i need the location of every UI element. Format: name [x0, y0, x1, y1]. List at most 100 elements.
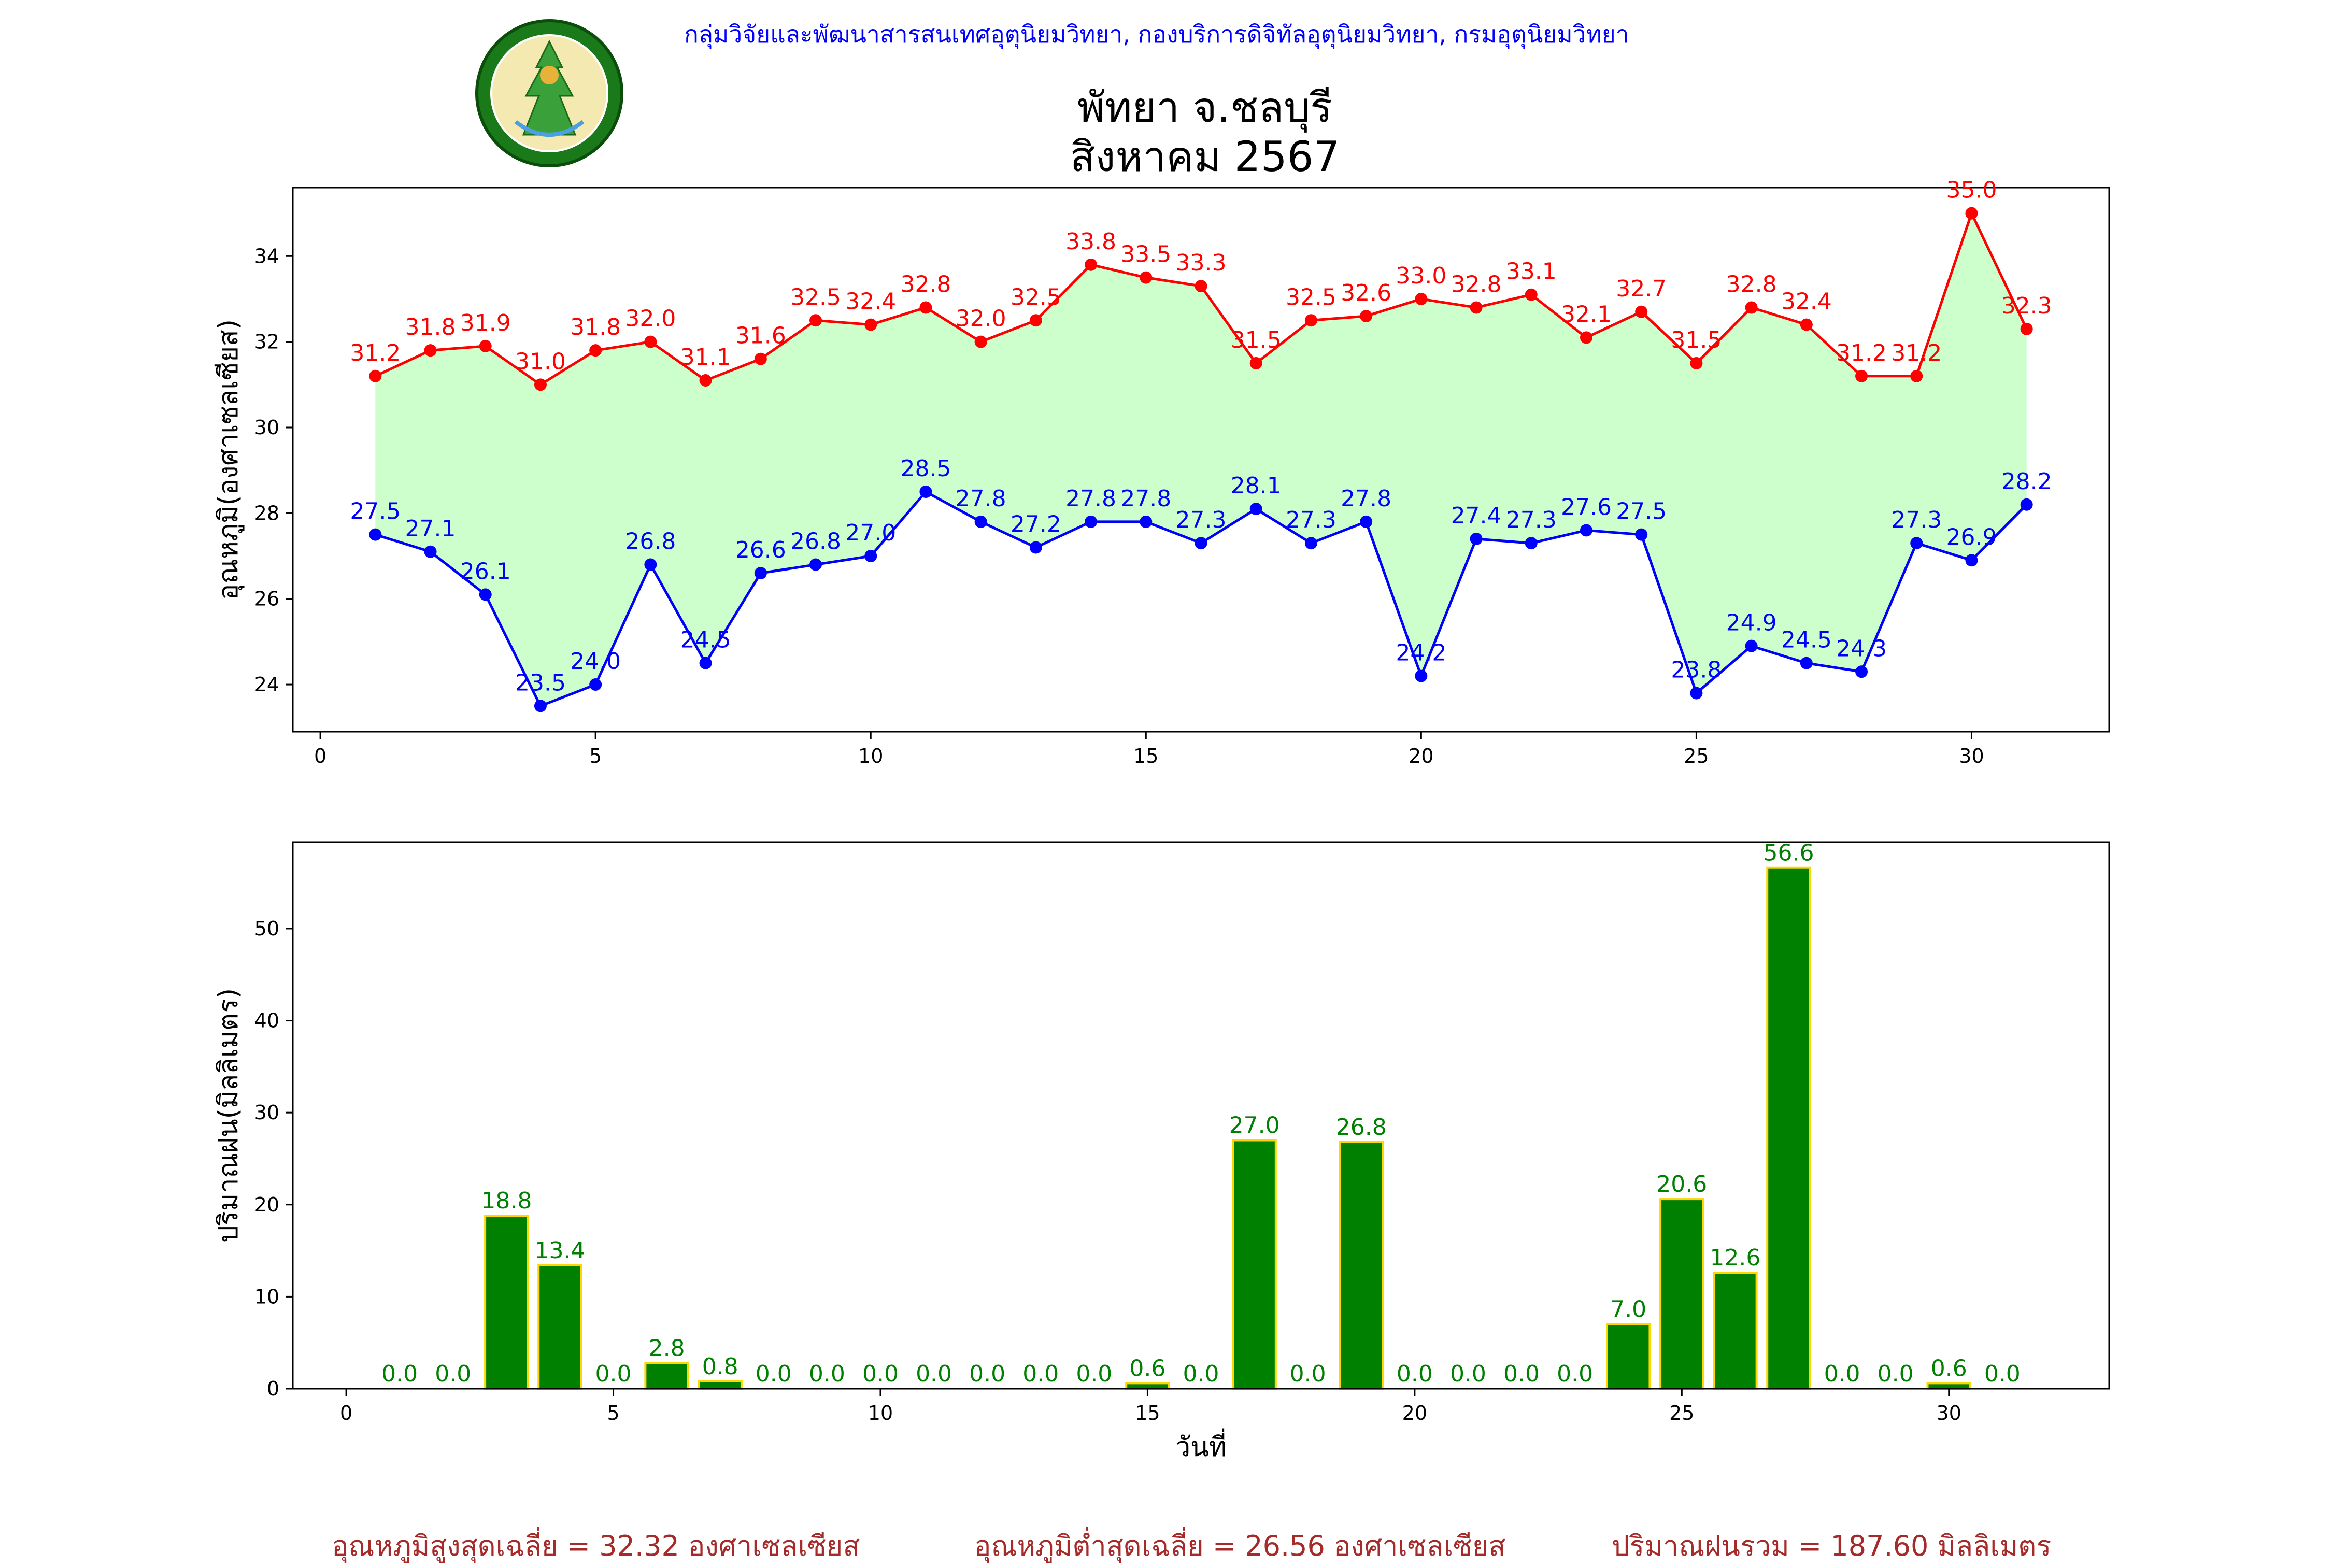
- min-temperature-label: 24.9: [1726, 610, 1777, 636]
- rainfall-bar: [644, 1362, 689, 1390]
- meteorological-department-seal-icon: [472, 18, 627, 168]
- min-temperature-point: [1304, 537, 1317, 550]
- max-temperature-label: 32.4: [845, 289, 896, 315]
- max-temperature-label: 32.8: [1726, 271, 1777, 297]
- rainfall-bar: [484, 1215, 529, 1390]
- rainfall-value-label: 0.0: [1503, 1361, 1540, 1387]
- max-temperature-point: [1690, 357, 1703, 369]
- min-temperature-point: [974, 515, 987, 528]
- y-tick-label: 30: [254, 416, 279, 439]
- rainfall-value-label: 0.0: [862, 1361, 899, 1387]
- max-temperature-label: 31.2: [350, 340, 401, 366]
- x-tick-label: 5: [607, 1402, 619, 1424]
- max-temperature-label: 33.1: [1506, 259, 1557, 285]
- max-temperature-point: [1580, 331, 1592, 344]
- min-temperature-label: 27.1: [405, 516, 456, 542]
- max-temperature-point: [1745, 301, 1758, 314]
- min-temperature-point: [1525, 537, 1538, 550]
- x-tick-label: 5: [589, 745, 602, 767]
- min-temperature-point: [1910, 537, 1923, 550]
- max-temperature-point: [1525, 288, 1538, 301]
- max-temperature-label: 32.8: [900, 271, 951, 297]
- y-tick-label: 10: [254, 1285, 279, 1308]
- rainfall-value-label: 0.6: [1129, 1355, 1165, 1381]
- y-tick-label: 30: [254, 1101, 279, 1124]
- max-temperature-point: [699, 374, 712, 387]
- min-temperature-label: 27.3: [1506, 507, 1557, 533]
- rainfall-value-label: 0.0: [1183, 1361, 1219, 1387]
- min-temperature-point: [1580, 524, 1592, 537]
- max-temperature-label: 33.5: [1120, 241, 1171, 268]
- temperature-range-fill: [375, 213, 2027, 706]
- avg-min-temperature: อุณหภูมิต่ำสุดเฉลี่ย = 26.56 องศาเซลเซีย…: [974, 1530, 1506, 1562]
- max-temperature-point: [1470, 301, 1483, 314]
- max-temperature-label: 33.3: [1176, 250, 1227, 276]
- min-temperature-label: 27.4: [1451, 503, 1502, 529]
- max-temperature-label: 33.0: [1396, 263, 1446, 289]
- x-tick-label: 0: [340, 1402, 352, 1424]
- max-temperature-label: 31.2: [1891, 340, 1942, 366]
- x-tick-label: 15: [1135, 1402, 1160, 1424]
- min-temperature-point: [1415, 669, 1428, 682]
- rainfall-value-label: 2.8: [649, 1335, 685, 1361]
- rainfall-value-label: 0.0: [1076, 1361, 1112, 1387]
- max-temperature-point: [1800, 318, 1813, 331]
- min-temperature-point: [479, 588, 492, 601]
- max-temperature-point: [1085, 258, 1098, 271]
- rainfall-value-label: 0.0: [916, 1361, 952, 1387]
- min-temperature-point: [644, 558, 657, 571]
- x-tick-label: 30: [1937, 1402, 1961, 1424]
- min-temperature-point: [699, 657, 712, 669]
- min-temperature-point: [1029, 541, 1042, 554]
- min-temperature-point: [1965, 554, 1978, 567]
- max-temperature-label: 32.5: [1011, 284, 1061, 310]
- max-temperature-point: [534, 378, 547, 391]
- temperature-plot-frame: [292, 187, 2110, 733]
- x-tick-label: 15: [1133, 745, 1158, 767]
- x-tick-label: 25: [1669, 1402, 1694, 1424]
- min-temperature-point: [1855, 665, 1868, 678]
- min-temperature-point: [919, 486, 932, 498]
- min-temperature-point: [864, 550, 877, 563]
- y-tick-label: 32: [254, 331, 279, 353]
- max-temperature-label: 32.4: [1781, 289, 1832, 315]
- rainfall-value-label: 0.0: [1824, 1361, 1860, 1387]
- max-temperature-point: [1029, 314, 1042, 327]
- min-temperature-point: [1470, 532, 1483, 545]
- min-temperature-point: [754, 567, 767, 580]
- rainfall-value-label: 0.0: [1022, 1361, 1059, 1387]
- max-temperature-point: [1140, 271, 1153, 284]
- max-temperature-label: 33.8: [1065, 229, 1116, 255]
- min-temperature-point: [1635, 528, 1648, 541]
- rainfall-bar: [698, 1380, 743, 1390]
- rainfall-bar: [1339, 1141, 1384, 1390]
- y-tick-label: 28: [254, 502, 279, 524]
- max-temperature-point: [754, 352, 767, 365]
- y-tick-label: 34: [254, 245, 279, 267]
- y-tick-label: 26: [254, 588, 279, 610]
- min-temperature-label: 28.1: [1231, 473, 1282, 499]
- min-temperature-label: 28.5: [900, 455, 951, 482]
- max-temperature-label: 31.5: [1671, 327, 1722, 353]
- rainfall-value-label: 0.0: [1450, 1361, 1486, 1387]
- min-temperature-label: 26.8: [625, 529, 676, 555]
- rainfall-value-label: 0.0: [435, 1361, 471, 1387]
- rainfall-value-label: 0.0: [1984, 1361, 2021, 1387]
- max-temperature-point: [644, 335, 657, 348]
- rainfall-value-label: 12.6: [1710, 1245, 1760, 1271]
- max-temperature-label: 32.5: [1286, 284, 1336, 310]
- max-temperature-point: [479, 339, 492, 352]
- y-tick-label: 40: [254, 1009, 279, 1032]
- rainfall-value-label: 0.8: [702, 1353, 738, 1380]
- max-temperature-point: [1304, 314, 1317, 327]
- rainfall-value-label: 7.0: [1610, 1296, 1646, 1323]
- min-temperature-label: 26.9: [1946, 524, 1997, 550]
- max-temperature-label: 32.5: [790, 284, 841, 310]
- min-temperature-label: 23.8: [1671, 657, 1722, 683]
- max-temperature-label: 31.1: [680, 344, 731, 370]
- max-temperature-label: 32.0: [956, 306, 1006, 332]
- min-temperature-point: [2020, 498, 2033, 511]
- max-temperature-point: [1249, 357, 1262, 369]
- rainfall-axis-label: ปริมาณฝน(มิลลิเมตร): [213, 988, 244, 1243]
